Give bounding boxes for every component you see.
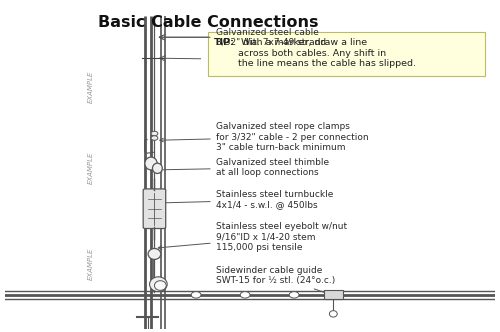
Ellipse shape: [148, 248, 161, 259]
Text: Stainless steel eyebolt w/nut
9/16"ID x 1/4-20 stem
115,000 psi tensile: Stainless steel eyebolt w/nut 9/16"ID x …: [158, 222, 347, 252]
Text: EXAMPLE: EXAMPLE: [88, 248, 94, 281]
Text: TIP:: TIP:: [214, 38, 235, 47]
Ellipse shape: [154, 281, 166, 290]
Text: Galvanized steel rope clamps
for 3/32" cable - 2 per connection
3" cable turn-ba: Galvanized steel rope clamps for 3/32" c…: [160, 122, 368, 152]
Circle shape: [191, 291, 201, 298]
Ellipse shape: [145, 157, 157, 170]
Ellipse shape: [150, 277, 167, 291]
Text: Galvanized steel cable
3/32" dia. 7x7-49 strand: Galvanized steel cable 3/32" dia. 7x7-49…: [160, 28, 326, 47]
Text: EXAMPLE: EXAMPLE: [88, 71, 94, 103]
Circle shape: [240, 291, 250, 298]
FancyBboxPatch shape: [208, 33, 485, 76]
Circle shape: [151, 136, 158, 140]
Circle shape: [289, 291, 299, 298]
Circle shape: [151, 131, 158, 136]
Text: Sidewinder cable guide
SWT-15 for ½ stl. (24°o.c.): Sidewinder cable guide SWT-15 for ½ stl.…: [216, 266, 335, 295]
Text: EXAMPLE: EXAMPLE: [88, 151, 94, 184]
Bar: [324, 290, 342, 299]
Ellipse shape: [152, 163, 162, 173]
Text: Basic Cable Connections: Basic Cable Connections: [98, 15, 318, 30]
Ellipse shape: [330, 311, 337, 317]
FancyBboxPatch shape: [143, 189, 166, 228]
Text: With a marker, draw a line
across both cables. Any shift in
the line means the c: With a marker, draw a line across both c…: [238, 38, 416, 68]
Text: Galvanized steel thimble
at all loop connections: Galvanized steel thimble at all loop con…: [158, 158, 329, 177]
Text: Stainless steel turnbuckle
4x1/4 - s.w.l. @ 450lbs: Stainless steel turnbuckle 4x1/4 - s.w.l…: [158, 190, 333, 209]
